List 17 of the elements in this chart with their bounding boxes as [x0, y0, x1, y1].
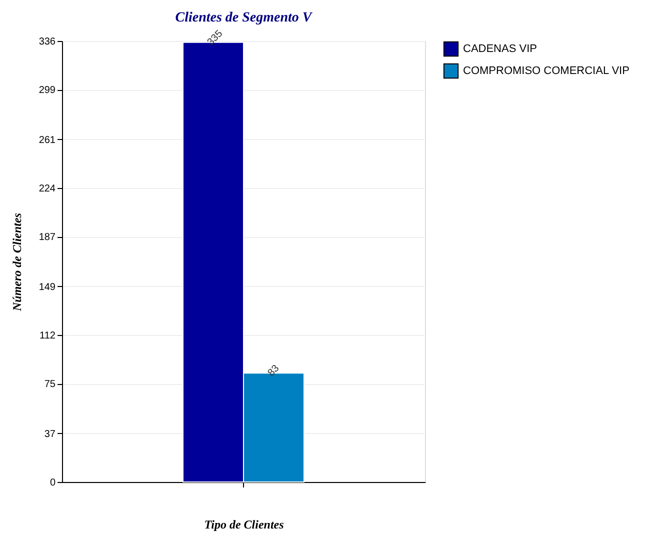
y-tick-label: 0	[50, 478, 56, 488]
legend-label: CADENAS VIP	[463, 43, 537, 55]
y-tick-label: 75	[44, 379, 56, 390]
legend-label: COMPROMISO COMERCIAL VIP	[463, 65, 630, 77]
y-tick-label: 187	[38, 232, 56, 244]
y-tick-label: 37	[44, 428, 56, 440]
y-tick-label: 112	[40, 330, 56, 342]
y-tick-label: 336	[38, 36, 56, 48]
y-tick-label: 149	[38, 282, 56, 293]
data-label: 335	[205, 28, 226, 48]
y-tick-label: 299	[38, 85, 56, 96]
y-tick-label: 224	[38, 184, 56, 194]
y-axis-title: Número de Clientes	[10, 212, 24, 312]
data-label: 83	[266, 362, 282, 379]
x-axis-title: Tipo de Clientes	[204, 518, 284, 532]
chart-title: Clientes de Segmento V	[175, 10, 314, 26]
y-tick-label: 261	[38, 134, 56, 146]
